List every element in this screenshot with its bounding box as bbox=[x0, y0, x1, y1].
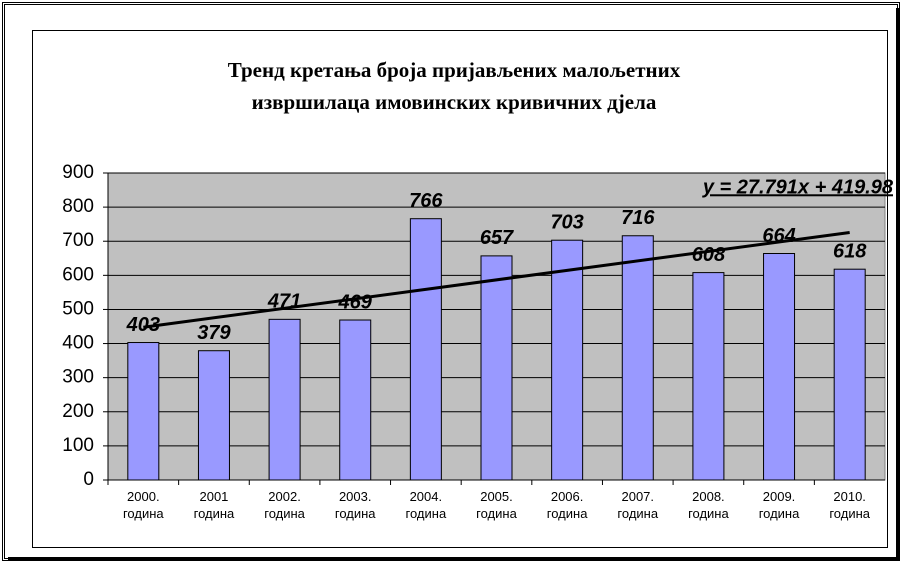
x-tick-label: 2008. година bbox=[688, 489, 729, 521]
bar bbox=[268, 318, 301, 481]
value-label: 469 bbox=[338, 291, 373, 313]
value-label: 703 bbox=[550, 211, 583, 233]
value-label: 379 bbox=[197, 322, 231, 344]
x-tick-label: 2001 година bbox=[193, 489, 235, 521]
value-label: 403 bbox=[126, 314, 160, 336]
bar bbox=[480, 255, 513, 481]
bar bbox=[763, 253, 796, 481]
y-tick-label: 0 bbox=[83, 469, 94, 490]
frame-shadow bbox=[8, 8, 900, 561]
y-tick-label: 900 bbox=[62, 162, 94, 183]
y-tick-label: 100 bbox=[62, 435, 94, 456]
bar bbox=[197, 350, 230, 481]
x-tick-label: 2003. година bbox=[334, 489, 376, 521]
x-tick-label: 2005. година bbox=[476, 489, 517, 521]
value-label: 716 bbox=[621, 207, 655, 229]
y-tick-label: 800 bbox=[62, 196, 94, 217]
x-tick-label: 2009. година bbox=[758, 489, 800, 521]
y-tick-label: 600 bbox=[62, 264, 94, 285]
value-label: 657 bbox=[480, 227, 514, 249]
value-label: 618 bbox=[833, 240, 867, 262]
bar bbox=[127, 342, 160, 481]
bar bbox=[621, 235, 654, 481]
y-tick-label: 300 bbox=[62, 367, 94, 388]
y-tick-label: 500 bbox=[62, 298, 94, 319]
x-tick-label: 2004. година bbox=[405, 489, 447, 521]
y-tick-label: 400 bbox=[62, 333, 94, 354]
x-tick-label: 2002. година bbox=[264, 489, 305, 521]
chart-panel bbox=[32, 30, 888, 548]
bar bbox=[551, 239, 584, 481]
trendline bbox=[143, 230, 850, 329]
x-tick-label: 2000. година bbox=[122, 489, 164, 521]
bar bbox=[409, 218, 442, 481]
y-tick-label: 700 bbox=[62, 230, 94, 251]
bar bbox=[339, 319, 372, 481]
value-label: 766 bbox=[409, 190, 443, 212]
x-tick-label: 2006. година bbox=[546, 489, 588, 521]
bar bbox=[692, 272, 725, 481]
bar bbox=[833, 268, 866, 481]
x-tick-label: 2007. година bbox=[617, 489, 659, 521]
y-tick-label: 200 bbox=[62, 401, 94, 422]
chart-title: Тренд кретања броја пријављених малољетн… bbox=[227, 58, 681, 114]
value-label: 608 bbox=[692, 244, 726, 266]
trendline-label: y = 27.791x + 419.98 bbox=[702, 176, 894, 198]
x-tick-label: 2010. година bbox=[829, 489, 870, 521]
